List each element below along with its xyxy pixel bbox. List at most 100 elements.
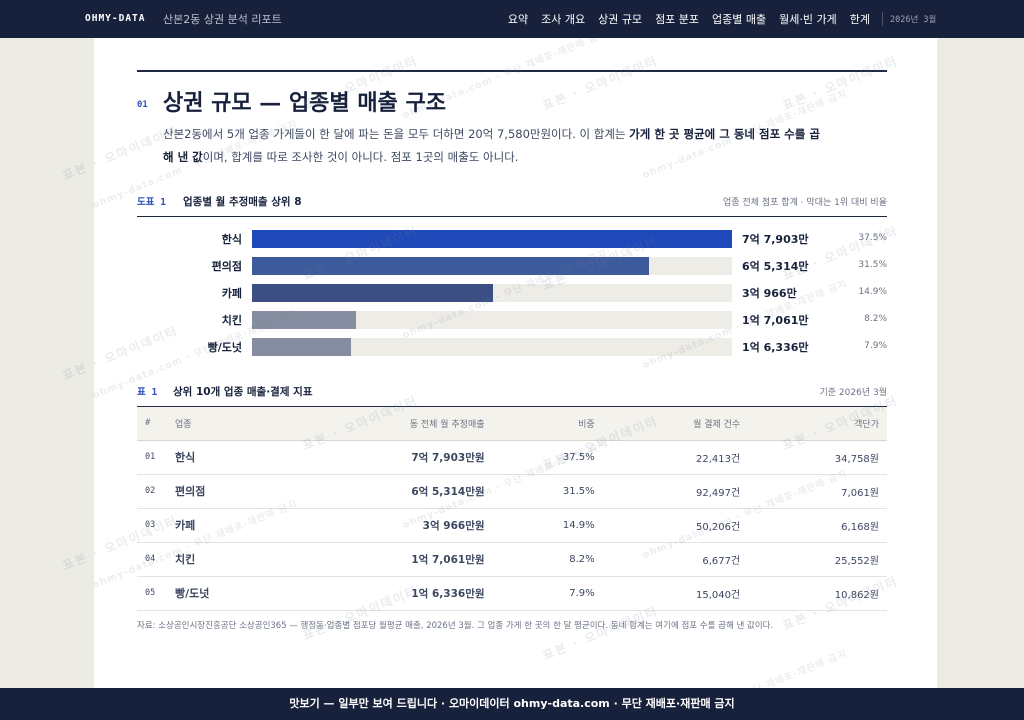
bar-share-label: 37.5% bbox=[858, 233, 887, 243]
cell-index: 04 bbox=[137, 542, 167, 577]
source-note: 자료: 소상공인시장진흥공단 소상공인365 — 행정동·업종별 점포당 월평균… bbox=[137, 621, 774, 631]
bar-value-label: 1억 7,061만 bbox=[742, 314, 809, 327]
bar-track bbox=[252, 311, 732, 329]
cell-index: 05 bbox=[137, 576, 167, 611]
bar-mark bbox=[252, 257, 649, 275]
figure-note: 업종 전체 점포 합계 · 막대는 1위 대비 비율 bbox=[723, 198, 887, 208]
bar-mark bbox=[252, 338, 351, 356]
bar-share-label: 31.5% bbox=[858, 260, 887, 270]
section-description: 산본2동에서 5개 업종 가게들이 한 달에 파는 돈을 모두 더하면 20억 … bbox=[163, 127, 820, 164]
table-tag: 표 1 bbox=[137, 387, 158, 398]
cell-transactions: 50,206건 bbox=[602, 508, 749, 543]
cell-share: 37.5% bbox=[492, 440, 603, 475]
cell-monthly-sales: 6억 5,314만원 bbox=[283, 474, 493, 509]
cell-share: 31.5% bbox=[492, 474, 603, 509]
cell-transactions: 92,497건 bbox=[602, 474, 749, 509]
bar-value-label: 3억 966만 bbox=[742, 287, 797, 300]
cell-monthly-sales: 1억 7,061만원 bbox=[283, 542, 493, 577]
col-header-index: # bbox=[137, 407, 167, 441]
bar-category-label: 빵/도넛 bbox=[207, 341, 242, 354]
bar-track bbox=[252, 338, 732, 356]
nav-link-summary[interactable]: 요약 bbox=[507, 13, 529, 26]
cell-avg-ticket: 10,862원 bbox=[748, 576, 887, 611]
bar-category-label: 치킨 bbox=[221, 314, 242, 327]
table-header-row: # 업종 동 전체 월 추정매출 비중 월 결제 건수 객단가 bbox=[137, 407, 887, 441]
bar-row-cafe: 카페 3억 966만 14.9% bbox=[137, 284, 887, 302]
section-title: 상권 규모 — 업종별 매출 구조 bbox=[163, 90, 446, 116]
nav-link-limitations[interactable]: 한계 bbox=[849, 13, 870, 26]
cell-transactions: 6,677건 bbox=[602, 542, 749, 577]
col-header-transactions: 월 결제 건수 bbox=[602, 407, 749, 441]
table-row: 01 한식 7억 7,903만원 37.5% 22,413건 34,758원 bbox=[137, 440, 887, 475]
cell-avg-ticket: 6,168원 bbox=[748, 508, 887, 543]
top-rule bbox=[137, 70, 887, 72]
bar-row-hansik: 한식 7억 7,903만 37.5% bbox=[137, 230, 887, 248]
bar-value-label: 1억 6,336만 bbox=[742, 341, 809, 354]
cell-transactions: 22,413건 bbox=[602, 440, 749, 475]
section-number: 01 bbox=[137, 100, 148, 110]
cell-share: 8.2% bbox=[492, 542, 603, 577]
bar-row-convenience-store: 편의점 6억 5,314만 31.5% bbox=[137, 257, 887, 275]
bar-category-label: 한식 bbox=[221, 233, 242, 246]
top-navigation-bar: OHMY-DATA 산본2동 상권 분석 리포트 요약 조사 개요 상권 규모 … bbox=[0, 0, 1024, 38]
cell-monthly-sales: 1억 6,336만원 bbox=[283, 576, 493, 611]
cell-industry: 편의점 bbox=[167, 474, 284, 509]
bar-value-label: 7억 7,903만 bbox=[742, 233, 809, 246]
bar-category-label: 편의점 bbox=[211, 260, 242, 273]
cell-share: 14.9% bbox=[492, 508, 603, 543]
figure-title: 업종별 월 추정매출 상위 8 bbox=[183, 196, 302, 208]
bar-mark bbox=[252, 230, 732, 248]
cell-avg-ticket: 25,552원 bbox=[748, 542, 887, 577]
nav-divider bbox=[882, 12, 883, 26]
cell-industry: 치킨 bbox=[167, 542, 284, 577]
bar-row-chicken: 치킨 1억 7,061만 8.2% bbox=[137, 311, 887, 329]
col-header-avg-ticket: 객단가 bbox=[748, 407, 887, 441]
cell-index: 02 bbox=[137, 474, 167, 509]
bar-track bbox=[252, 257, 732, 275]
bar-share-label: 7.9% bbox=[864, 341, 887, 351]
bar-share-label: 8.2% bbox=[864, 314, 887, 324]
cell-industry: 카페 bbox=[167, 508, 284, 543]
table-title: 상위 10개 업종 매출·결제 지표 bbox=[173, 386, 313, 398]
figure-rule bbox=[137, 216, 887, 217]
cell-share: 7.9% bbox=[492, 576, 603, 611]
brand-logo[interactable]: OHMY-DATA bbox=[85, 13, 146, 24]
cell-index: 03 bbox=[137, 508, 167, 543]
table-row: 03 카페 3억 966만원 14.9% 50,206건 6,168원 bbox=[137, 508, 887, 543]
bar-share-label: 14.9% bbox=[858, 287, 887, 297]
report-date: 2026년 3월 bbox=[890, 15, 937, 25]
cell-monthly-sales: 7억 7,903만원 bbox=[283, 440, 493, 475]
nav-link-market-size[interactable]: 상권 규모 bbox=[598, 13, 643, 26]
col-header-industry: 업종 bbox=[167, 407, 284, 441]
table-row: 02 편의점 6억 5,314만원 31.5% 92,497건 7,061원 bbox=[137, 474, 887, 509]
bar-value-label: 6억 5,314만 bbox=[742, 260, 809, 273]
table-row: 05 빵/도넛 1억 6,336만원 7.9% 15,040건 10,862원 bbox=[137, 576, 887, 611]
bar-track bbox=[252, 230, 732, 248]
sales-metrics-table: # 업종 동 전체 월 추정매출 비중 월 결제 건수 객단가 01 한식 7억 7… bbox=[137, 407, 887, 611]
figure-tag: 도표 1 bbox=[137, 197, 166, 208]
cell-industry: 한식 bbox=[167, 440, 284, 475]
report-name: 산본2동 상권 분석 리포트 bbox=[163, 13, 282, 26]
cell-industry: 빵/도넛 bbox=[167, 576, 284, 611]
bar-track bbox=[252, 284, 732, 302]
bar-row-bakery: 빵/도넛 1억 6,336만 7.9% bbox=[137, 338, 887, 356]
figure-header: 도표 1 업종별 월 추정매출 상위 8 업종 전체 점포 합계 · 막대는 1… bbox=[137, 194, 887, 210]
bar-mark bbox=[252, 311, 356, 329]
preview-banner: 맛보기 — 일부만 보여 드립니다 · 오마이데이터 ohmy-data.com… bbox=[0, 688, 1024, 720]
section-nav: 요약 조사 개요 상권 규모 점포 분포 업종별 매출 월세·빈 가게 한계 bbox=[508, 11, 870, 27]
table-note: 기준 2026년 3월 bbox=[819, 388, 887, 398]
cell-avg-ticket: 7,061원 bbox=[748, 474, 887, 509]
nav-link-store-distribution[interactable]: 점포 분포 bbox=[655, 13, 700, 26]
col-header-monthly-sales: 동 전체 월 추정매출 bbox=[283, 407, 493, 441]
cell-monthly-sales: 3억 966만원 bbox=[283, 508, 493, 543]
cell-index: 01 bbox=[137, 440, 167, 475]
bar-category-label: 카페 bbox=[221, 287, 242, 300]
table-row: 04 치킨 1억 7,061만원 8.2% 6,677건 25,552원 bbox=[137, 542, 887, 577]
nav-link-rent-vacancy[interactable]: 월세·빈 가게 bbox=[779, 13, 837, 26]
cell-transactions: 15,040건 bbox=[602, 576, 749, 611]
nav-link-overview[interactable]: 조사 개요 bbox=[541, 13, 586, 26]
table-rule bbox=[137, 406, 887, 407]
bar-mark bbox=[252, 284, 493, 302]
section-description-emphasis: 가게 한 곳 평균에 그 동네 점포 수를 곱해 낸 값 bbox=[163, 127, 820, 164]
nav-link-sales-by-industry[interactable]: 업종별 매출 bbox=[712, 13, 767, 26]
